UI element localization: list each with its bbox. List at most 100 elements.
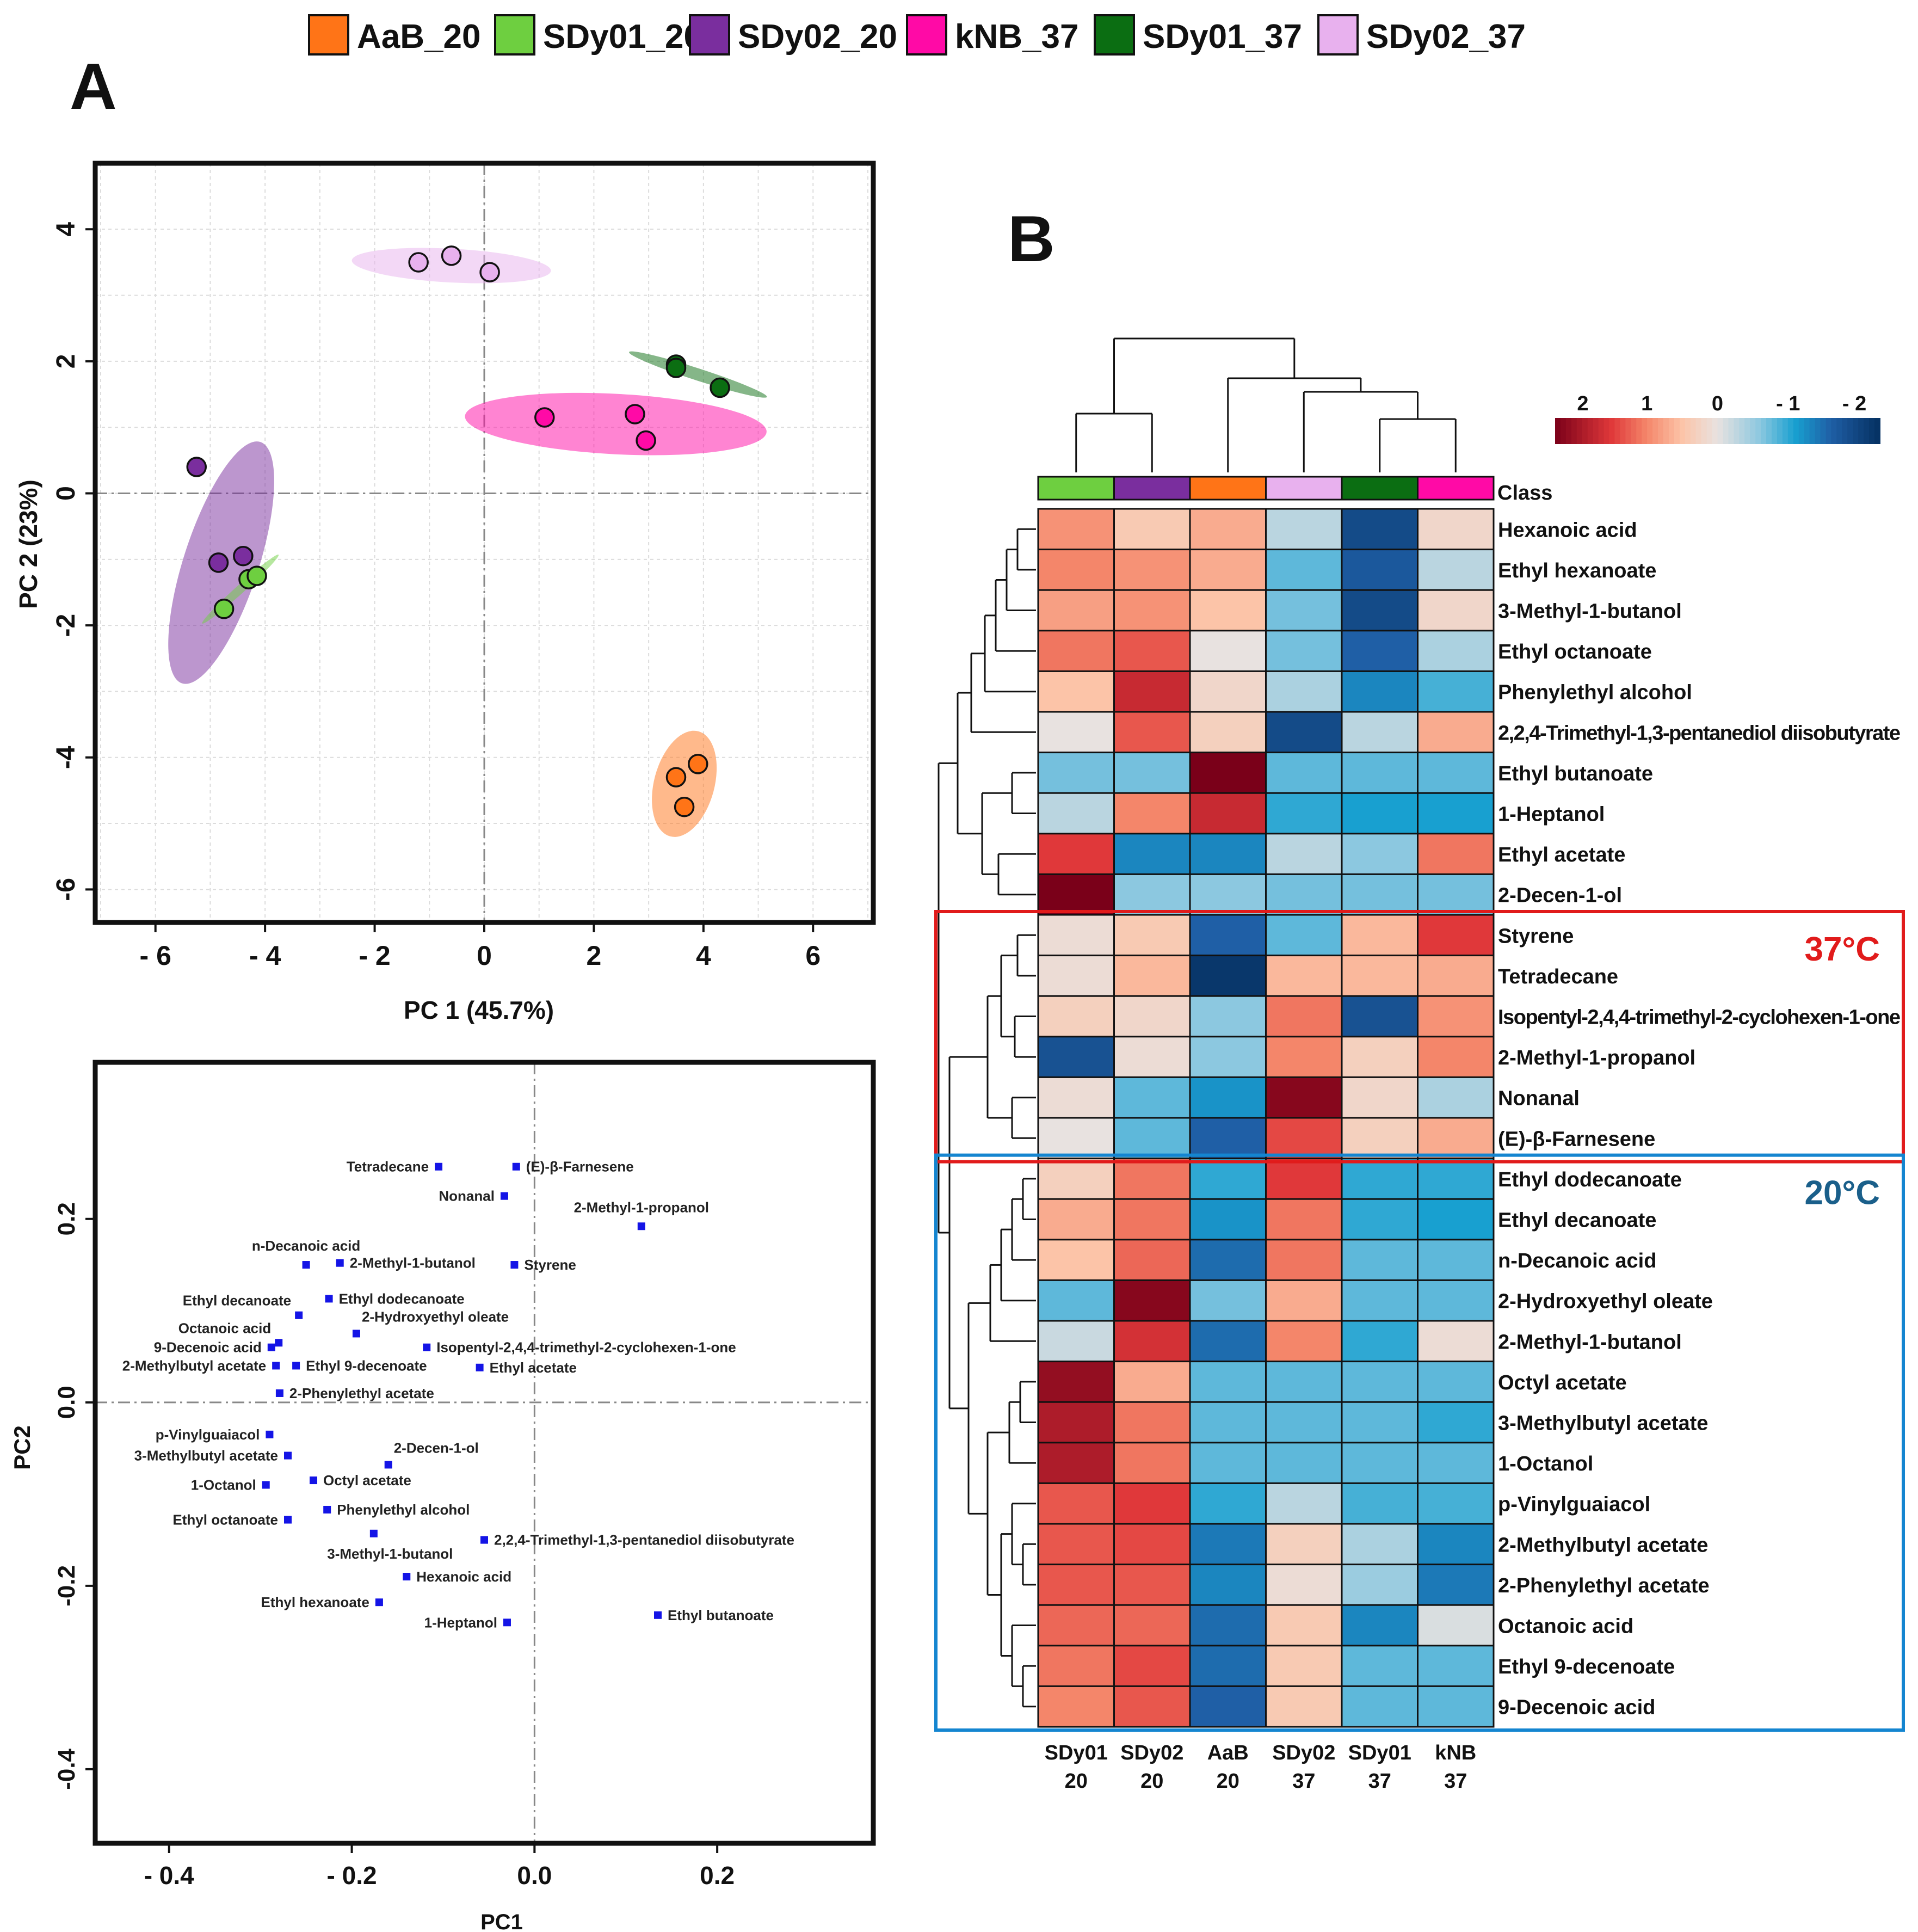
heatmap-cell xyxy=(1265,873,1343,916)
scores-ticks: - 6 - 4 - 2 0 2 4 6 -6 -4 -2 0 2 4 xyxy=(52,222,821,971)
loading-label-ethyl-butanoate: Ethyl butanoate xyxy=(668,1607,774,1623)
heatmap: 2 1 0 - 1 - 2 Class Hexanoic acid Ethyl hexan… xyxy=(934,337,1905,1793)
heatmap-cell xyxy=(1189,1564,1267,1606)
row-label-2-phenylethyl-acetate: 2-Phenylethyl acetate xyxy=(1498,1574,1710,1597)
loading-point-n-decanoic-acid xyxy=(302,1261,310,1269)
x-tick-label: - 6 xyxy=(140,940,171,971)
color-scale-step xyxy=(1815,418,1821,444)
loading-point-tetradecane xyxy=(435,1162,443,1171)
heatmap-cell xyxy=(1265,1482,1343,1525)
heatmap-cell xyxy=(1037,752,1115,794)
heatmap-cell xyxy=(1189,1685,1267,1728)
heatmap-cell xyxy=(1265,508,1343,551)
x-tick-label: 6 xyxy=(805,940,821,971)
heatmap-cell xyxy=(1037,549,1115,591)
heatmap-cell xyxy=(1341,1685,1419,1728)
heatmap-cell xyxy=(1113,914,1191,957)
heatmap-cell xyxy=(1037,1279,1115,1322)
color-scale-step xyxy=(1782,418,1789,444)
heatmap-cell xyxy=(1113,1279,1191,1322)
color-scale-step xyxy=(1826,418,1832,444)
column-label-20: 20 xyxy=(1140,1770,1163,1793)
color-scale-step xyxy=(1847,418,1854,444)
loading-label-octanoic-acid: Octanoic acid xyxy=(178,1320,272,1336)
x-tick-label: - 0.2 xyxy=(327,1861,377,1890)
row-label-2-2-4-trimethyl-1-3-pentanediol-diisobutyrate: 2,2,4-Trimethyl-1,3-pentanediol diisobut… xyxy=(1498,722,1901,745)
color-scale-step xyxy=(1809,418,1816,444)
group-box-20-c xyxy=(934,1153,1905,1732)
legend-label-aab-20: AaB_20 xyxy=(357,18,480,56)
y-tick-label: -0.4 xyxy=(53,1748,80,1789)
legend-label-sdy02-37: SDy02_37 xyxy=(1366,18,1526,56)
heatmap-cell xyxy=(1189,1604,1267,1647)
heatmap-cell xyxy=(1417,1036,1495,1078)
point-sdy01-37 xyxy=(710,377,730,398)
heatmap-cell xyxy=(1113,1523,1191,1566)
heatmap-cell xyxy=(1113,1158,1191,1200)
legend-swatch-sdy02-37 xyxy=(1317,14,1359,56)
scores-grid xyxy=(95,163,873,922)
color-scale-step xyxy=(1674,418,1680,444)
heatmap-cell xyxy=(1341,1320,1419,1363)
panel-b-label: B xyxy=(1008,202,1055,275)
heatmap-cell xyxy=(1265,1320,1343,1363)
color-scale-step xyxy=(1652,418,1659,444)
heatmap-cell xyxy=(1113,955,1191,997)
loading-label-ethyl-dodecanoate: Ethyl dodecanoate xyxy=(339,1290,465,1307)
x-tick-label: 0 xyxy=(477,940,492,971)
color-scale-label: - 2 xyxy=(1842,392,1866,415)
y-tick-label: -2 xyxy=(52,614,81,637)
heatmap-cell xyxy=(1189,792,1267,835)
row-label-isopentyl-2-4-4-trimethyl-2-cyclohexen-1-one: Isopentyl-2,4,4-trimethyl-2-cyclohexen-1… xyxy=(1498,1006,1901,1029)
row-label-1-octanol: 1-Octanol xyxy=(1498,1453,1593,1475)
heatmap-cell xyxy=(1417,1076,1495,1119)
heatmap-cell xyxy=(1341,833,1419,875)
row-label-nonanal: Nonanal xyxy=(1498,1087,1580,1110)
scores-y-axis-label: PC 2 (23%) xyxy=(14,479,42,609)
loading-point-ethyl-hexanoate xyxy=(375,1598,383,1607)
loading-label-9-decenoic-acid: 9-Decenoic acid xyxy=(154,1339,262,1356)
heatmap-cell xyxy=(1189,873,1267,916)
color-scale: 2 1 0 - 1 - 2 xyxy=(1555,392,1880,444)
color-scale-step xyxy=(1793,418,1799,444)
heatmap-cell xyxy=(1113,711,1191,754)
heatmap-cell xyxy=(1265,1564,1343,1606)
row-label-3-methyl-1-butanol: 3-Methyl-1-butanol xyxy=(1498,600,1682,623)
heatmap-cell xyxy=(1189,1076,1267,1119)
heatmap-cell xyxy=(1417,1482,1495,1525)
color-scale-step xyxy=(1874,418,1880,444)
heatmap-cell xyxy=(1037,1117,1115,1160)
column-label-37: 37 xyxy=(1368,1770,1391,1793)
heatmap-cell xyxy=(1341,1482,1419,1525)
class-swatch-sdy02-37 xyxy=(1265,476,1343,501)
heatmap-cells xyxy=(1037,508,1495,1728)
point-knb-37 xyxy=(636,430,656,451)
heatmap-cell xyxy=(1037,1523,1115,1566)
point-knb-37 xyxy=(625,404,645,424)
color-scale-step xyxy=(1604,418,1610,444)
row-label-octanoic-acid: Octanoic acid xyxy=(1498,1615,1633,1638)
color-scale-step xyxy=(1576,418,1583,444)
heatmap-cell xyxy=(1341,1076,1419,1119)
heatmap-cell xyxy=(1417,833,1495,875)
y-tick-label: 0.2 xyxy=(53,1202,80,1235)
heatmap-cell xyxy=(1113,1361,1191,1403)
heatmap-cell xyxy=(1265,1361,1343,1403)
heatmap-cell xyxy=(1113,1401,1191,1444)
heatmap-cell xyxy=(1113,1645,1191,1687)
loadings-x-axis-label: PC1 xyxy=(480,1910,523,1932)
loading-point-9-decenoic-acid xyxy=(267,1343,275,1351)
color-scale-step xyxy=(1631,418,1637,444)
row-label-3-methylbutyl-acetate: 3-Methylbutyl acetate xyxy=(1498,1412,1708,1435)
heatmap-cell xyxy=(1265,711,1343,754)
loading-point-octyl-acetate xyxy=(310,1476,318,1485)
color-scale-step xyxy=(1853,418,1859,444)
color-scale-step xyxy=(1820,418,1827,444)
color-scale-step xyxy=(1836,418,1843,444)
class-swatch-knb-37 xyxy=(1417,476,1495,501)
group-box-37-c xyxy=(934,910,1905,1164)
color-scale-label: 1 xyxy=(1641,392,1652,415)
column-label-37: 37 xyxy=(1292,1770,1315,1793)
heatmap-cell xyxy=(1265,1442,1343,1484)
x-tick-label: 0.2 xyxy=(700,1861,735,1890)
